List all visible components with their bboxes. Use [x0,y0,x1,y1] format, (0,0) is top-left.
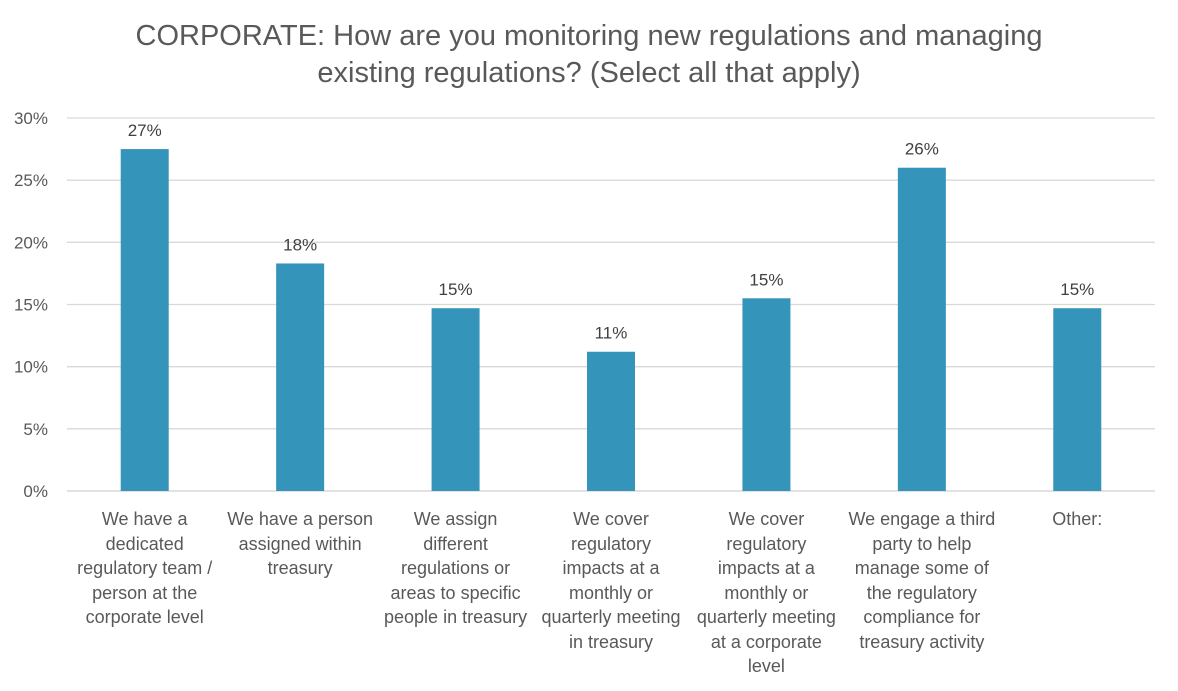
y-tick-label: 30% [14,109,48,128]
data-label: 11% [595,324,628,343]
x-category-label: We have a person assigned within treasur… [227,509,374,578]
y-tick-label: 0% [23,482,48,501]
bar [120,149,169,492]
y-tick-label: 25% [14,171,48,190]
bar [587,351,635,491]
data-label: 18% [283,235,317,254]
y-tick-label: 20% [14,233,48,252]
bar [897,167,946,491]
data-label: 15% [439,280,473,299]
data-label: 15% [1060,280,1094,299]
bar [431,308,480,491]
bar [1053,308,1102,491]
x-category-label: We cover regulatory impacts at a monthly… [696,509,836,676]
data-label: 26% [905,140,939,159]
y-tick-label: 5% [23,420,48,439]
data-label: 27% [128,121,162,140]
bar [742,298,791,491]
bar [276,263,325,491]
x-category-label: Other: [1052,509,1103,529]
y-tick-label: 10% [14,358,48,377]
x-category-label: We assign different regulations or areas… [384,509,528,627]
x-category-label: We engage a third party to help manage s… [848,509,996,652]
data-label: 15% [749,270,783,289]
x-category-label: We have a dedicated regulatory team / pe… [77,509,213,627]
chart-title: CORPORATE: How are you monitoring new re… [135,20,1043,89]
x-category-label: We cover regulatory impacts at a monthly… [541,509,681,652]
y-tick-label: 15% [14,296,48,315]
